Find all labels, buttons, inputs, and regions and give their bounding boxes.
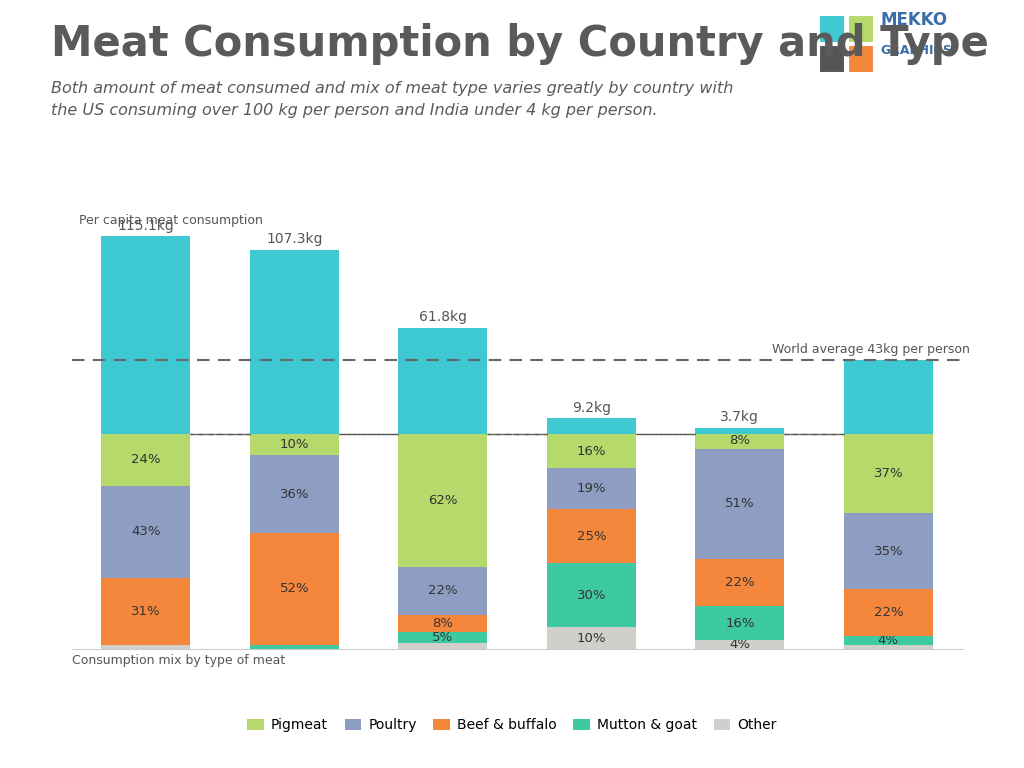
Text: Per capita meat consumption: Per capita meat consumption [79, 214, 263, 227]
Bar [547, 627, 636, 649]
Text: 36%: 36% [280, 488, 309, 501]
Text: Meat Consumption by Country and Type: Meat Consumption by Country and Type [51, 23, 989, 65]
Bar [398, 614, 487, 632]
Bar [547, 418, 636, 434]
Bar [398, 328, 487, 434]
Text: 8%: 8% [729, 434, 751, 447]
Text: 107.3kg: 107.3kg [266, 233, 323, 247]
Bar [547, 563, 636, 627]
Bar [547, 434, 636, 468]
Text: Consumption mix by type of meat: Consumption mix by type of meat [72, 654, 285, 667]
Bar [844, 514, 933, 589]
Text: 24%: 24% [131, 453, 161, 466]
Bar [250, 434, 339, 455]
Text: 5%: 5% [432, 631, 454, 644]
Bar [101, 237, 190, 434]
Text: 25%: 25% [577, 530, 606, 542]
Bar [398, 434, 487, 568]
Text: 19%: 19% [577, 482, 606, 495]
Text: 10%: 10% [577, 632, 606, 644]
Bar [844, 589, 933, 636]
Bar [547, 468, 636, 509]
Text: 9.2kg: 9.2kg [571, 401, 611, 415]
Text: Both amount of meat consumed and mix of meat type varies greatly by country with: Both amount of meat consumed and mix of … [51, 81, 733, 118]
Text: MEKKO: MEKKO [880, 11, 947, 29]
Bar [695, 641, 784, 649]
Bar [695, 428, 784, 434]
Text: 22%: 22% [873, 606, 903, 619]
Bar [398, 643, 487, 649]
Text: 30%: 30% [577, 589, 606, 601]
Text: 8%: 8% [432, 617, 454, 630]
Text: 16%: 16% [577, 445, 606, 458]
Bar [695, 449, 784, 558]
Bar [101, 485, 190, 578]
Bar [848, 15, 873, 43]
Text: GRAPHICS: GRAPHICS [880, 44, 952, 57]
Text: 51%: 51% [725, 498, 755, 510]
Text: World average 43kg per person: World average 43kg per person [772, 343, 970, 356]
Bar [101, 434, 190, 485]
Bar [844, 644, 933, 649]
Bar [848, 45, 873, 73]
Bar [250, 533, 339, 644]
Text: 61.8kg: 61.8kg [419, 310, 467, 324]
Bar [844, 434, 933, 514]
Text: 115.1kg: 115.1kg [118, 219, 174, 233]
Bar [695, 606, 784, 641]
Bar [250, 455, 339, 533]
Bar [250, 644, 339, 649]
Text: 37%: 37% [873, 467, 903, 480]
Bar [819, 15, 845, 43]
Bar [398, 632, 487, 643]
Bar [101, 644, 190, 649]
Bar [398, 568, 487, 614]
Text: 3.7kg: 3.7kg [721, 410, 759, 424]
Text: 62%: 62% [428, 494, 458, 507]
Bar [844, 636, 933, 644]
Legend: Pigmeat, Poultry, Beef & buffalo, Mutton & goat, Other: Pigmeat, Poultry, Beef & buffalo, Mutton… [242, 713, 782, 738]
Text: 31%: 31% [131, 605, 161, 617]
Text: 4%: 4% [729, 638, 751, 651]
Bar [547, 509, 636, 563]
Text: 52%: 52% [280, 582, 309, 595]
Text: 4%: 4% [878, 634, 899, 647]
Text: 35%: 35% [873, 545, 903, 558]
Bar [695, 432, 784, 449]
Text: 22%: 22% [428, 584, 458, 598]
Text: 10%: 10% [280, 439, 309, 451]
Text: 16%: 16% [725, 617, 755, 630]
Text: 43%: 43% [131, 525, 161, 538]
Bar [101, 578, 190, 644]
Text: 22%: 22% [725, 576, 755, 589]
Bar [250, 250, 339, 434]
Bar [695, 558, 784, 606]
Bar [819, 45, 845, 73]
Bar [844, 360, 933, 434]
